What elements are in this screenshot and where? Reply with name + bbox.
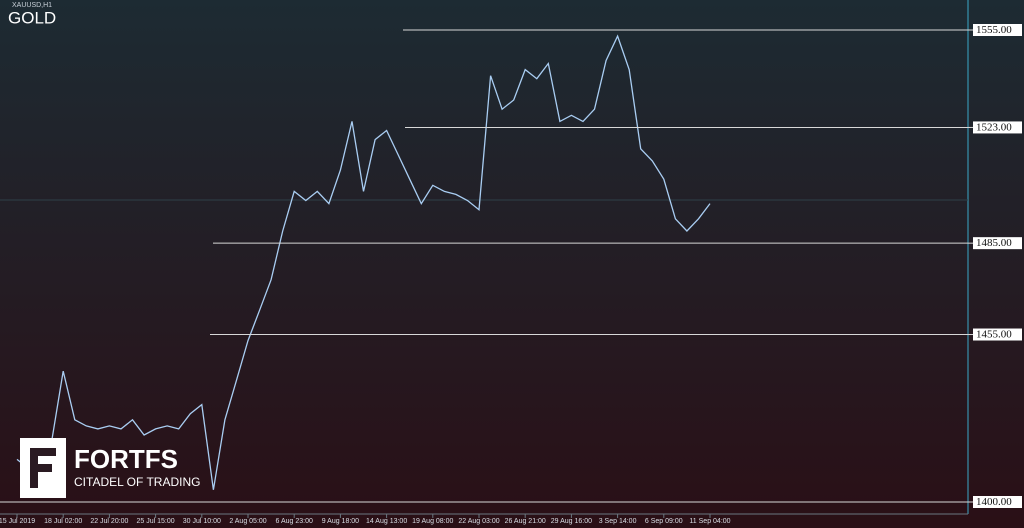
- x-tick-label: 6 Aug 23:00: [276, 518, 313, 525]
- x-tick-label: 19 Aug 08:00: [412, 518, 453, 525]
- brand: FORTFS: [74, 444, 178, 474]
- x-tick-label: 22 Aug 03:00: [458, 518, 499, 525]
- x-tick-label: 29 Aug 16:00: [551, 518, 592, 525]
- x-tick-label: 18 Jul 02:00: [44, 518, 82, 525]
- y-tick-label: 1455.00: [976, 329, 1012, 341]
- x-tick-label: 9 Aug 18:00: [322, 518, 359, 525]
- x-tick-label: 14 Aug 13:00: [366, 518, 407, 525]
- price-line: [16, 34, 711, 490]
- price-box: [973, 496, 1022, 508]
- price-box: [973, 121, 1022, 134]
- price-box: [973, 24, 1022, 36]
- symbol: XAUUSD,H1: [12, 2, 52, 9]
- logo: FORTFS CITADEL OF TRADING: [20, 438, 200, 498]
- x-tick-label: 3 Sep 14:00: [599, 518, 637, 525]
- x-tick-label: 2 Aug 05:00: [229, 518, 266, 525]
- x-tick-label: 30 Jul 10:00: [183, 518, 221, 525]
- chart-title: GOLD: [8, 8, 56, 27]
- y-tick-label: 1485.00: [976, 237, 1012, 249]
- y-tick-label: 1523.00: [976, 121, 1012, 133]
- x-tick-label: 6 Sep 09:00: [645, 518, 683, 525]
- tagline: CITADEL OF TRADING: [74, 475, 200, 489]
- price-box: [973, 237, 1022, 250]
- plot: [16, 34, 711, 490]
- x-tick-label: 25 Jul 15:00: [137, 518, 175, 525]
- logo-glyph: [30, 448, 56, 488]
- y-tick-label: 1400.00: [976, 496, 1012, 508]
- x-tick-label: 15 Jul 2019: [0, 518, 35, 525]
- x-tick-label: 11 Sep 04:00: [689, 518, 730, 525]
- y-tick-label: 1555.00: [976, 24, 1012, 36]
- x-tick-label: 26 Aug 21:00: [505, 518, 546, 525]
- price-box: [973, 328, 1022, 341]
- x-tick-label: 22 Jul 20:00: [90, 518, 128, 525]
